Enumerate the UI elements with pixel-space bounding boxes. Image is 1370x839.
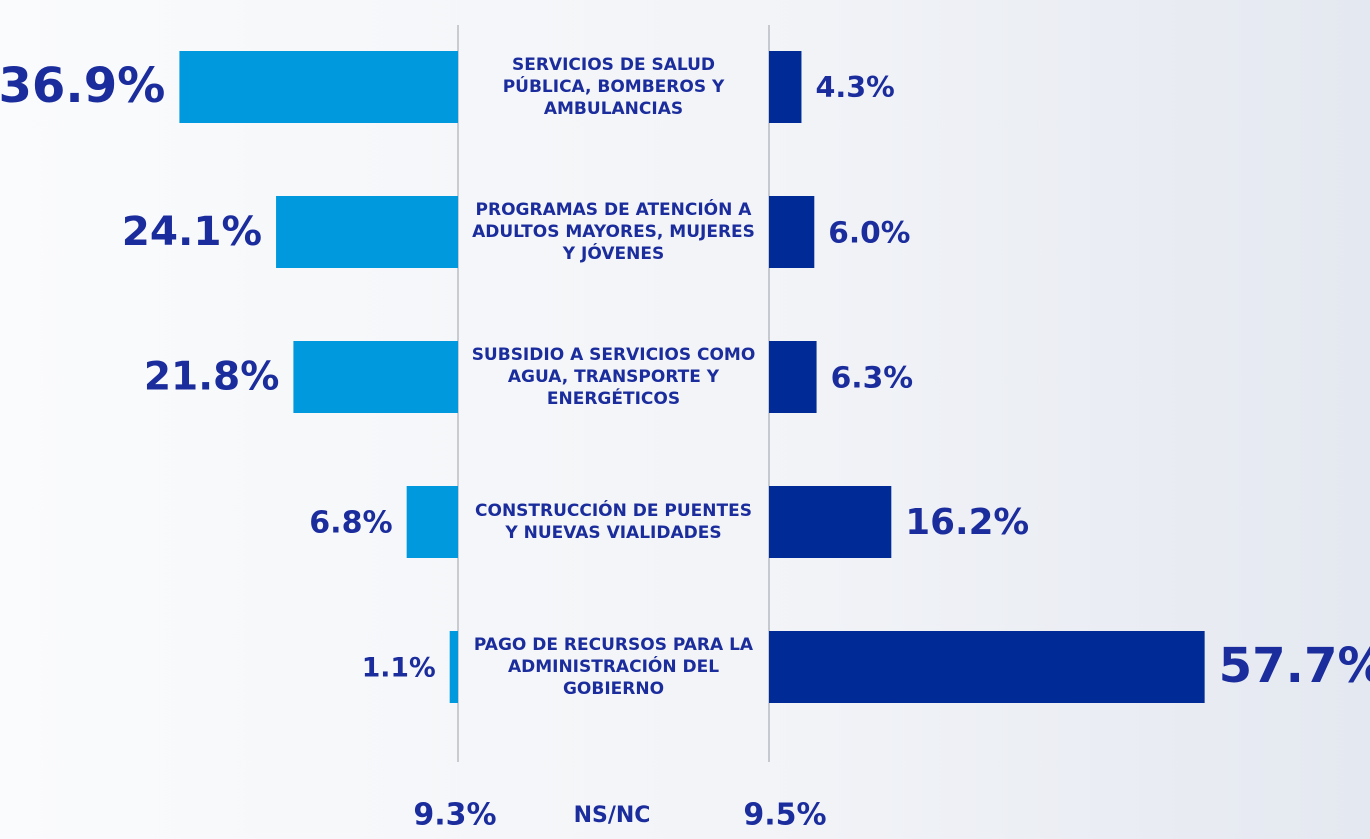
footer-label: NS/NC bbox=[574, 803, 651, 828]
value-label: 1.1% bbox=[362, 653, 436, 684]
category-label: Construcción de puentes y nuevas vialida… bbox=[475, 501, 752, 543]
value-label: 6.8% bbox=[309, 506, 392, 541]
category-label: Programas de atención a adultos mayores,… bbox=[472, 200, 755, 264]
footer-value: 9.3% bbox=[413, 798, 496, 833]
value-label: 36.9% bbox=[0, 58, 165, 114]
value-label: 21.8% bbox=[144, 355, 280, 400]
bar bbox=[449, 631, 458, 703]
value-label: 57.7% bbox=[1219, 638, 1370, 694]
value-label: 6.0% bbox=[828, 216, 910, 250]
bar bbox=[406, 486, 458, 558]
value-label: 16.2% bbox=[905, 502, 1029, 543]
bar bbox=[276, 196, 458, 268]
category-label: Pago de recursos para la administración … bbox=[473, 635, 754, 699]
category-label: Subsidio a servicios como agua, transpor… bbox=[471, 345, 756, 409]
bar bbox=[769, 196, 815, 268]
bar bbox=[769, 631, 1205, 703]
value-label: 6.3% bbox=[831, 361, 914, 396]
bar bbox=[769, 51, 802, 123]
bar bbox=[293, 341, 458, 413]
bar bbox=[179, 51, 458, 123]
value-label: 24.1% bbox=[122, 207, 262, 255]
bar bbox=[769, 486, 892, 558]
footer-value: 9.5% bbox=[743, 798, 826, 833]
value-label: 4.3% bbox=[815, 70, 894, 104]
category-label: Servicios de salud pública, bomberos y a… bbox=[502, 55, 725, 119]
bar bbox=[769, 341, 817, 413]
